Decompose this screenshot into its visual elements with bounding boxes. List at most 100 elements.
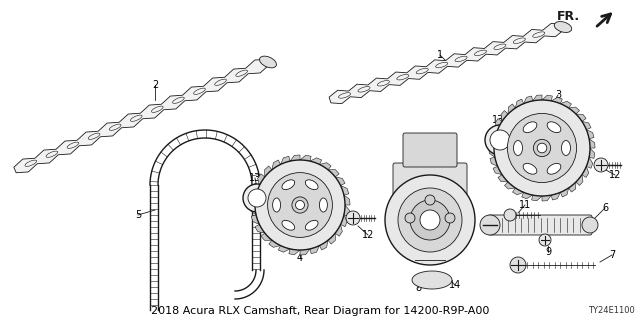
Polygon shape	[561, 101, 572, 108]
Polygon shape	[340, 215, 347, 227]
Polygon shape	[504, 182, 515, 189]
Circle shape	[494, 100, 590, 196]
Circle shape	[268, 172, 332, 237]
Polygon shape	[501, 110, 508, 121]
Polygon shape	[335, 225, 342, 236]
Circle shape	[296, 201, 305, 210]
Polygon shape	[524, 96, 532, 104]
Ellipse shape	[547, 122, 561, 132]
Polygon shape	[586, 130, 594, 139]
FancyBboxPatch shape	[403, 133, 457, 167]
Polygon shape	[569, 107, 579, 114]
Ellipse shape	[412, 271, 452, 289]
Text: 4: 4	[297, 253, 303, 263]
Polygon shape	[498, 175, 508, 182]
Circle shape	[398, 188, 462, 252]
Polygon shape	[319, 240, 328, 250]
Polygon shape	[250, 194, 256, 205]
Polygon shape	[344, 205, 349, 216]
Circle shape	[420, 210, 440, 230]
Circle shape	[508, 113, 577, 182]
FancyBboxPatch shape	[393, 163, 467, 222]
Polygon shape	[340, 186, 349, 195]
Text: 14: 14	[449, 280, 461, 290]
Circle shape	[480, 215, 500, 235]
Text: 7: 7	[609, 250, 615, 260]
Text: 2: 2	[152, 80, 158, 90]
Polygon shape	[329, 23, 564, 104]
FancyBboxPatch shape	[488, 215, 592, 235]
Polygon shape	[261, 233, 272, 240]
Text: TY24E1100: TY24E1100	[588, 306, 635, 315]
Polygon shape	[576, 114, 586, 121]
Polygon shape	[522, 192, 532, 199]
Circle shape	[243, 184, 271, 212]
Polygon shape	[289, 249, 300, 255]
Circle shape	[490, 130, 510, 150]
Text: 2018 Acura RLX Camshaft, Rear Diagram for 14200-R9P-A00: 2018 Acura RLX Camshaft, Rear Diagram fo…	[151, 306, 489, 316]
Ellipse shape	[547, 164, 561, 174]
Text: 10: 10	[454, 195, 466, 205]
Polygon shape	[278, 245, 290, 252]
Polygon shape	[576, 175, 583, 186]
Ellipse shape	[523, 122, 537, 132]
Polygon shape	[589, 139, 595, 148]
Circle shape	[410, 200, 450, 240]
Circle shape	[346, 211, 360, 225]
Text: 13: 13	[249, 173, 261, 183]
Circle shape	[594, 158, 608, 172]
Ellipse shape	[273, 198, 280, 212]
Circle shape	[582, 217, 598, 233]
Ellipse shape	[282, 180, 294, 190]
Polygon shape	[515, 99, 524, 108]
Polygon shape	[542, 95, 552, 101]
Circle shape	[292, 197, 308, 213]
Circle shape	[485, 125, 515, 155]
Text: 5: 5	[135, 210, 141, 220]
Polygon shape	[252, 215, 259, 225]
Polygon shape	[586, 157, 593, 168]
Polygon shape	[532, 195, 542, 201]
Ellipse shape	[305, 180, 318, 190]
Circle shape	[533, 140, 550, 156]
Polygon shape	[513, 188, 524, 195]
Polygon shape	[300, 249, 310, 255]
Circle shape	[445, 213, 455, 223]
Circle shape	[539, 234, 551, 246]
Polygon shape	[492, 128, 498, 139]
Ellipse shape	[561, 140, 570, 156]
Polygon shape	[319, 163, 331, 170]
Polygon shape	[269, 240, 280, 247]
Polygon shape	[542, 195, 552, 201]
Circle shape	[255, 160, 345, 250]
Polygon shape	[280, 156, 290, 164]
Polygon shape	[532, 95, 542, 101]
Ellipse shape	[282, 220, 294, 230]
Polygon shape	[561, 188, 569, 197]
Polygon shape	[335, 177, 345, 186]
Polygon shape	[300, 155, 311, 161]
Polygon shape	[328, 170, 339, 177]
Ellipse shape	[523, 164, 537, 174]
Polygon shape	[344, 195, 350, 205]
Ellipse shape	[319, 198, 328, 212]
Polygon shape	[253, 183, 259, 195]
Polygon shape	[489, 148, 495, 157]
Circle shape	[385, 175, 475, 265]
Polygon shape	[552, 97, 563, 104]
Ellipse shape	[260, 56, 276, 68]
Text: 1: 1	[437, 50, 443, 60]
Circle shape	[510, 257, 526, 273]
Ellipse shape	[305, 220, 318, 230]
Ellipse shape	[554, 21, 572, 32]
Polygon shape	[508, 104, 515, 114]
Text: FR.: FR.	[557, 11, 580, 23]
Text: 9: 9	[545, 247, 551, 257]
Text: 3: 3	[555, 90, 561, 100]
Polygon shape	[569, 182, 576, 192]
Circle shape	[248, 189, 266, 207]
Polygon shape	[589, 148, 595, 158]
Polygon shape	[582, 121, 591, 130]
Polygon shape	[310, 245, 319, 254]
Polygon shape	[489, 138, 495, 148]
